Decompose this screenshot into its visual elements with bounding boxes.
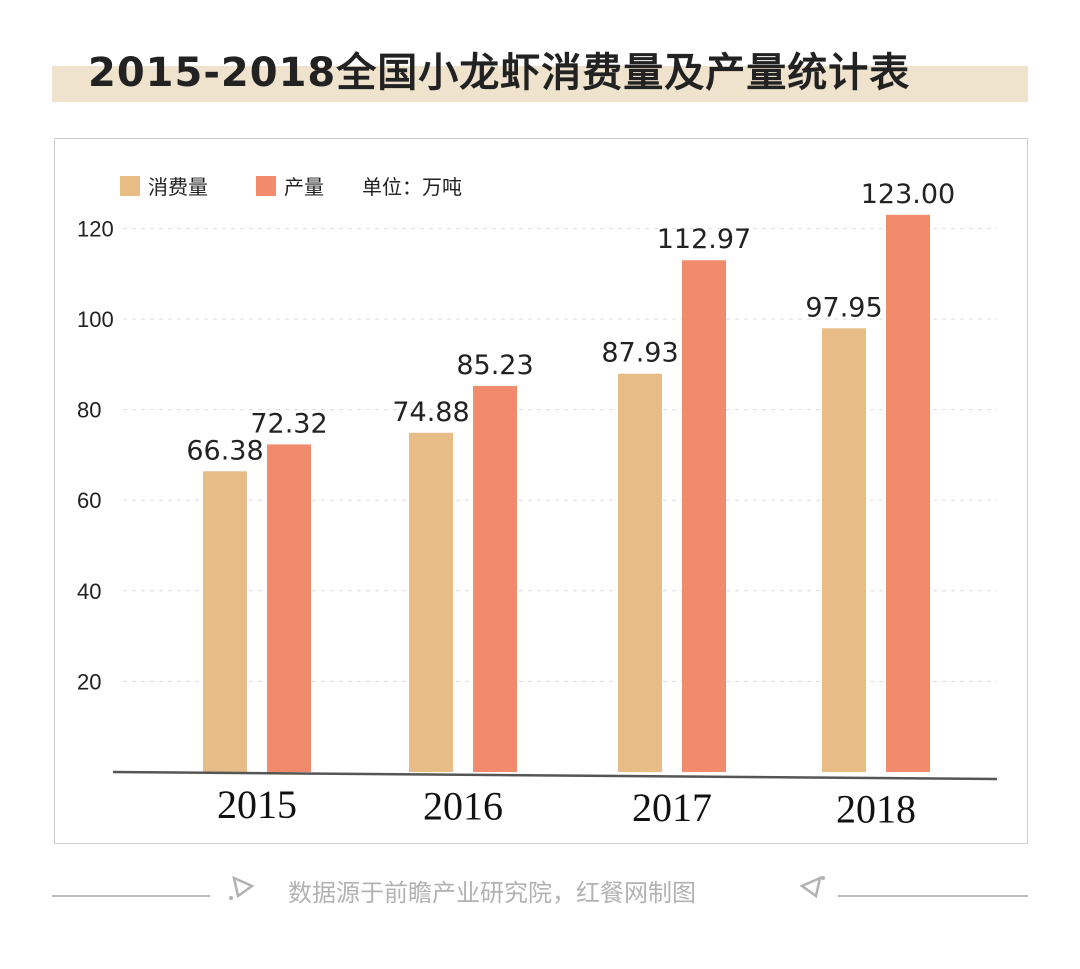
bar-consumption-2018: [822, 328, 866, 772]
bar-production-2016: [473, 385, 517, 772]
data-labels: 66.38 74.88 87.93 97.95 72.32 85.23 112.97 123.…: [186, 179, 955, 466]
footer-line-left: [52, 895, 210, 897]
legend-label-consumption: 消费量: [148, 175, 208, 199]
data-label: 87.93: [601, 338, 678, 369]
bars: [203, 214, 930, 772]
footer-line-right: [838, 895, 1028, 897]
y-tick-label: 60: [77, 488, 101, 513]
bar-production-2017: [682, 260, 726, 772]
data-label: 74.88: [392, 397, 469, 428]
x-tick-label: 2015: [217, 782, 297, 827]
triangle-arrow-icon: [799, 875, 825, 899]
legend-swatch-consumption: [120, 176, 140, 196]
data-label: 97.95: [805, 292, 882, 323]
x-axis-line: [112, 770, 998, 781]
y-tick-label: 80: [77, 398, 101, 423]
legend: 消费量 产量 单位：万吨: [120, 175, 462, 199]
y-axis-ticks: 20 40 60 80 100 120: [77, 216, 114, 694]
page-title: 2015-2018全国小龙虾消费量及产量统计表: [88, 50, 911, 96]
data-label: 66.38: [186, 435, 263, 466]
y-tick-label: 40: [77, 579, 101, 604]
bar-consumption-2015: [203, 471, 247, 772]
bar-production-2018: [886, 214, 930, 772]
data-label: 85.23: [456, 350, 533, 381]
title-band: [52, 66, 1028, 102]
x-tick-label: 2018: [836, 787, 916, 832]
x-tick-label: 2016: [423, 784, 503, 829]
bar-consumption-2016: [409, 432, 453, 772]
triangle-arrow-icon: [229, 875, 255, 900]
data-label: 112.97: [657, 224, 751, 255]
source-note: 数据源于前瞻产业研究院，红餐网制图: [288, 879, 696, 907]
legend-swatch-production: [256, 176, 276, 196]
y-tick-label: 20: [77, 669, 101, 694]
x-tick-label: 2017: [632, 785, 712, 830]
data-label: 72.32: [250, 408, 327, 439]
y-tick-label: 120: [77, 216, 114, 241]
legend-label-production: 产量: [284, 175, 324, 199]
data-label: 123.00: [861, 179, 955, 210]
x-axis-labels: 2015 2016 2017 2018: [217, 782, 916, 832]
bar-consumption-2017: [618, 373, 662, 772]
unit-label: 单位：万吨: [362, 175, 462, 199]
bar-production-2015: [267, 444, 311, 772]
y-tick-label: 100: [77, 307, 114, 332]
